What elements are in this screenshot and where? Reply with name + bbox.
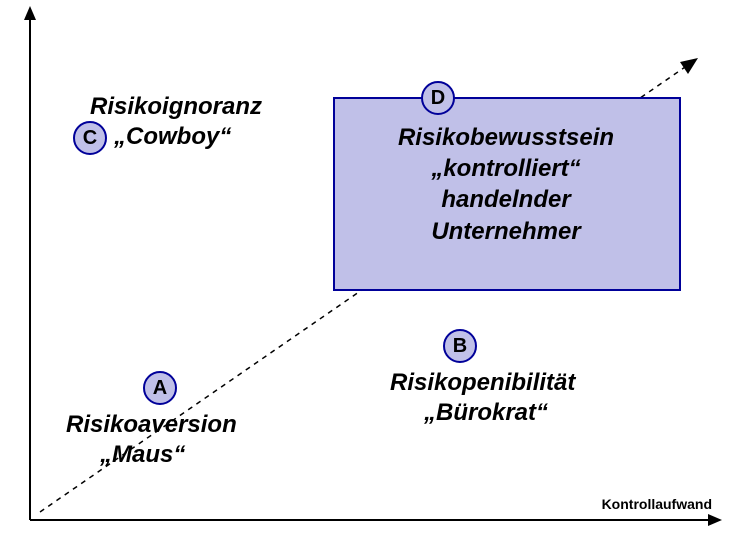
badge-c-letter: C bbox=[83, 127, 97, 150]
badge-b: B bbox=[443, 329, 477, 363]
label-a: Risikoaversion „Maus“ bbox=[66, 410, 237, 470]
badge-d: D bbox=[421, 81, 455, 115]
badge-b-letter: B bbox=[453, 335, 467, 358]
label-b: Risikopenibilität „Bürokrat“ bbox=[390, 368, 575, 428]
label-d: Risikobewusstsein „kontrolliert“ handeln… bbox=[356, 122, 656, 247]
badge-d-letter: D bbox=[431, 87, 445, 110]
label-a-line1: Risikoaversion bbox=[66, 410, 237, 440]
label-c-line2: „Cowboy“ bbox=[90, 122, 262, 152]
label-a-line2: „Maus“ bbox=[66, 440, 237, 470]
label-c-line1: Risikoignoranz bbox=[90, 92, 262, 122]
label-b-line1: Risikopenibilität bbox=[390, 368, 575, 398]
badge-a: A bbox=[143, 371, 177, 405]
x-axis-label: Kontrollaufwand bbox=[602, 496, 712, 512]
label-d-line4: Unternehmer bbox=[356, 216, 656, 247]
diagonal-arrow bbox=[680, 58, 698, 74]
label-d-line2: „kontrolliert“ bbox=[356, 153, 656, 184]
label-d-line1: Risikobewusstsein bbox=[356, 122, 656, 153]
label-d-line3: handelnder bbox=[356, 184, 656, 215]
badge-c: C bbox=[73, 121, 107, 155]
label-c: Risikoignoranz „Cowboy“ bbox=[90, 92, 262, 152]
y-axis-arrow bbox=[24, 6, 36, 20]
label-b-line2: „Bürokrat“ bbox=[390, 398, 575, 428]
x-axis-arrow bbox=[708, 514, 722, 526]
badge-a-letter: A bbox=[153, 377, 167, 400]
